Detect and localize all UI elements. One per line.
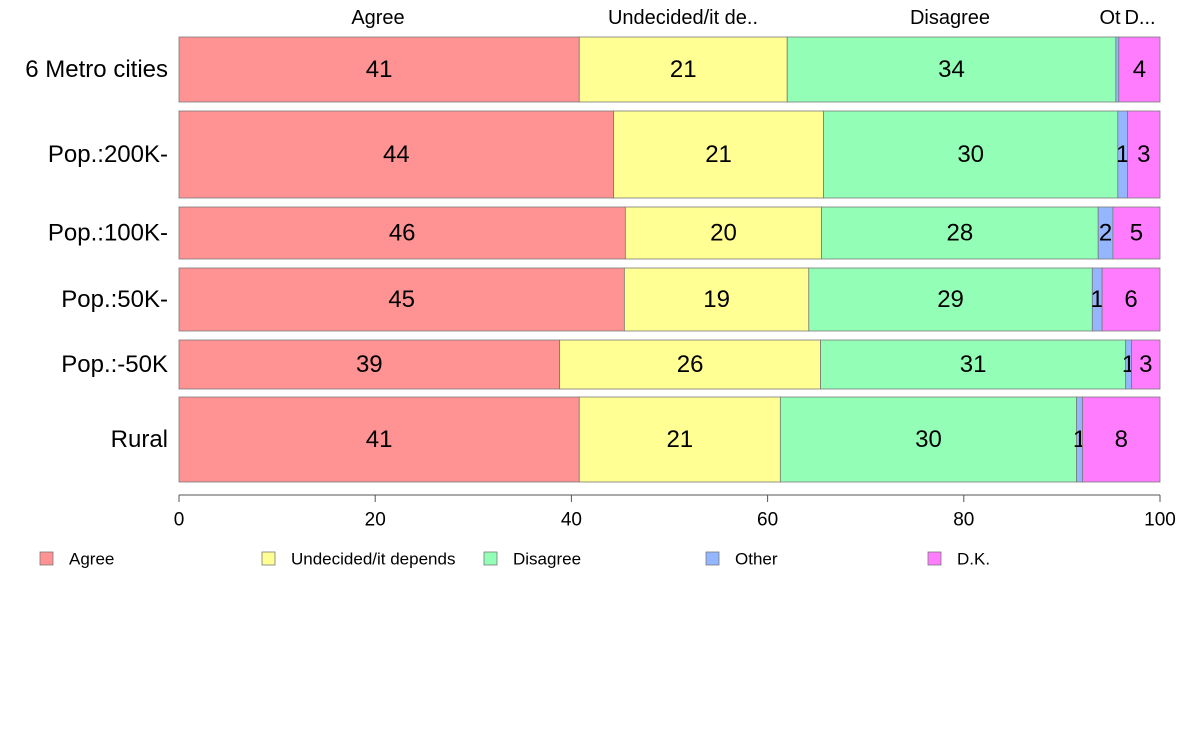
bar-segment	[178, 36, 580, 103]
legend-label: Agree	[69, 550, 114, 569]
legend-label: D.K.	[957, 550, 990, 569]
data-label: 3	[1137, 141, 1150, 168]
bar-segment	[578, 36, 788, 103]
x-tick-label: 100	[1144, 510, 1176, 531]
bar-segment	[1118, 36, 1161, 103]
bar-segment	[1112, 206, 1161, 260]
segment-header: Ot	[1099, 7, 1121, 29]
data-label: 21	[670, 56, 697, 83]
bar-segment	[820, 339, 1127, 390]
bar-segment	[178, 267, 625, 332]
legend-label: Undecided/it depends	[291, 550, 455, 569]
bar-segment	[821, 206, 1099, 260]
bar-segment	[178, 339, 561, 390]
data-label: 30	[957, 141, 984, 168]
data-label: 6	[1124, 286, 1137, 313]
x-tick-label: 40	[561, 510, 582, 531]
data-label: 28	[947, 220, 974, 247]
data-label: 30	[915, 426, 942, 453]
data-label: 3	[1139, 351, 1152, 378]
data-label: 19	[703, 286, 730, 313]
bar-segment	[613, 110, 824, 199]
data-label: 46	[389, 220, 416, 247]
x-tick-label: 60	[757, 510, 778, 531]
bar-segment	[1082, 396, 1161, 483]
data-label: 31	[960, 351, 987, 378]
bar-segment	[808, 267, 1093, 332]
data-label: 1	[1091, 286, 1104, 313]
bar-segment	[779, 396, 1078, 483]
category-label: Rural	[111, 426, 168, 453]
category-label: Pop.:200K-	[48, 141, 168, 168]
data-label: 41	[366, 426, 393, 453]
legend-label: Other	[735, 550, 778, 569]
bar-segment	[623, 267, 810, 332]
data-label: 1	[1116, 141, 1129, 168]
legend-swatch	[705, 551, 720, 566]
x-tick-label: 0	[174, 510, 185, 531]
data-label: 4	[1133, 56, 1146, 83]
legend-swatch	[39, 551, 54, 566]
segment-header: D...	[1124, 7, 1155, 29]
data-label: 41	[366, 56, 393, 83]
category-label: Pop.:50K-	[61, 286, 168, 313]
data-label: 5	[1130, 220, 1143, 247]
data-label: 29	[937, 286, 964, 313]
bar-segment	[178, 206, 626, 260]
bar-segment	[624, 206, 822, 260]
bar-segment	[559, 339, 821, 390]
data-label: 21	[666, 426, 693, 453]
segment-header: Undecided/it de..	[608, 7, 758, 29]
bar-segment	[1101, 267, 1161, 332]
legend-swatch	[261, 551, 276, 566]
data-label: 8	[1115, 426, 1128, 453]
category-label: Pop.:-50K	[61, 351, 168, 378]
legend-swatch	[483, 551, 498, 566]
data-label: 26	[677, 351, 704, 378]
legend-label: Disagree	[513, 550, 581, 569]
segment-header: Disagree	[910, 7, 990, 29]
data-label: 44	[383, 141, 410, 168]
bar-segment	[1127, 110, 1161, 199]
bar-segment	[786, 36, 1117, 103]
bar-segment	[578, 396, 781, 483]
bar-segment	[823, 110, 1119, 199]
x-tick-label: 20	[365, 510, 386, 531]
bar-segment	[178, 110, 614, 199]
data-label: 45	[388, 286, 415, 313]
data-label: 21	[705, 141, 732, 168]
category-label: 6 Metro cities	[25, 56, 168, 83]
x-tick-label: 80	[953, 510, 974, 531]
data-label: 2	[1099, 220, 1112, 247]
category-label: Pop.:100K-	[48, 220, 168, 247]
bar-segment	[1131, 339, 1161, 390]
bar-segment	[1115, 36, 1120, 103]
data-label: 39	[356, 351, 383, 378]
data-label: 34	[938, 56, 965, 83]
legend-swatch	[927, 551, 942, 566]
data-label: 20	[710, 220, 737, 247]
segment-header: Agree	[351, 7, 404, 29]
